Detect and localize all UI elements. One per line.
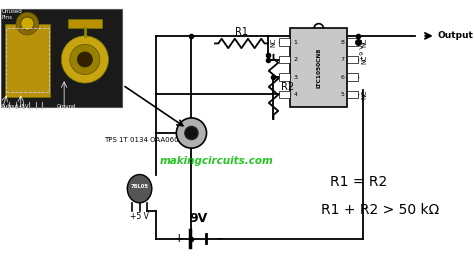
Circle shape (16, 12, 39, 35)
Text: R1: R1 (235, 27, 248, 37)
Bar (347, 73, 358, 81)
Text: Output: Output (1, 104, 19, 108)
Circle shape (61, 36, 109, 83)
Text: 8: 8 (340, 40, 344, 45)
Text: 7: 7 (340, 57, 344, 62)
Bar (68, 19, 102, 28)
Text: 1: 1 (293, 40, 297, 45)
Bar (279, 91, 291, 98)
Bar (279, 56, 291, 64)
Text: 6: 6 (340, 74, 344, 80)
Bar (6, 28, 49, 92)
Bar (347, 91, 358, 98)
Text: NC: NC (270, 38, 276, 47)
Ellipse shape (128, 175, 152, 203)
Text: 2: 2 (293, 57, 297, 62)
Text: makingcircuits.com: makingcircuits.com (160, 156, 274, 166)
Circle shape (77, 52, 92, 67)
Text: LTC1050CN8: LTC1050CN8 (316, 47, 321, 88)
Circle shape (185, 127, 198, 140)
Text: NC: NC (361, 90, 367, 99)
Text: TPS 1T 0134 OAA060: TPS 1T 0134 OAA060 (104, 137, 178, 143)
Bar (291, 28, 347, 107)
Text: -: - (216, 231, 221, 246)
Text: R1 + R2 > 50 kΩ: R1 + R2 > 50 kΩ (320, 203, 439, 217)
Text: 78L05: 78L05 (130, 184, 148, 189)
Circle shape (21, 17, 34, 30)
Text: 3: 3 (293, 74, 297, 80)
Bar (347, 56, 358, 64)
Text: 5: 5 (340, 92, 344, 97)
Bar (1, 9, 122, 107)
Circle shape (70, 44, 100, 74)
Text: Unused
Pins: Unused Pins (2, 10, 23, 20)
Text: NC: NC (361, 55, 367, 64)
Text: R1 = R2: R1 = R2 (330, 175, 387, 189)
Text: +5V: +5V (18, 104, 29, 108)
Text: +: + (174, 232, 184, 245)
Text: NC: NC (361, 38, 367, 47)
Text: R2: R2 (281, 82, 294, 92)
Bar (5, 24, 50, 97)
Bar (347, 38, 358, 46)
Circle shape (176, 118, 207, 148)
Bar (279, 38, 291, 46)
Bar (279, 73, 291, 81)
Text: Ground: Ground (56, 104, 76, 108)
Text: 4: 4 (293, 92, 297, 97)
Text: 9V: 9V (189, 213, 207, 225)
Text: +9 V: +9 V (360, 44, 365, 60)
Text: Output: Output (438, 32, 474, 40)
Text: +5 V: +5 V (130, 213, 149, 221)
